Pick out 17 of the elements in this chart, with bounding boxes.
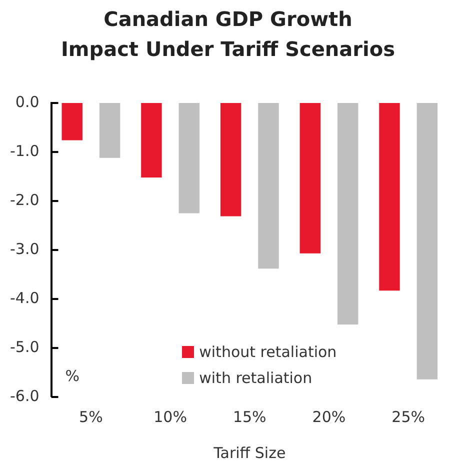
x-tick-label: 10%	[154, 408, 187, 426]
x-tick-label: 15%	[232, 408, 266, 426]
y-tick-label: -5.0	[10, 338, 40, 356]
x-tick-label: 5%	[79, 408, 103, 426]
chart-title: Canadian GDP Growth Impact Under Tariff Scenarios	[60, 6, 396, 63]
x-tick-label: 25%	[392, 408, 425, 426]
legend-label: with retaliation	[199, 369, 312, 387]
y-tick-label: -1.0	[10, 142, 40, 160]
y-tick-label: -2.0	[10, 190, 40, 209]
y-tick-label: -4.0	[10, 288, 40, 307]
y-tick-label: 0.0	[15, 92, 40, 111]
legend-label: without retaliation	[199, 343, 337, 361]
x-axis-title: Tariff Size	[212, 444, 286, 462]
y-tick-label: -6.0	[10, 386, 40, 405]
x-tick-label: 20%	[312, 408, 346, 426]
annotation: %	[65, 367, 80, 385]
y-tick-label: -3.0	[10, 240, 40, 258]
